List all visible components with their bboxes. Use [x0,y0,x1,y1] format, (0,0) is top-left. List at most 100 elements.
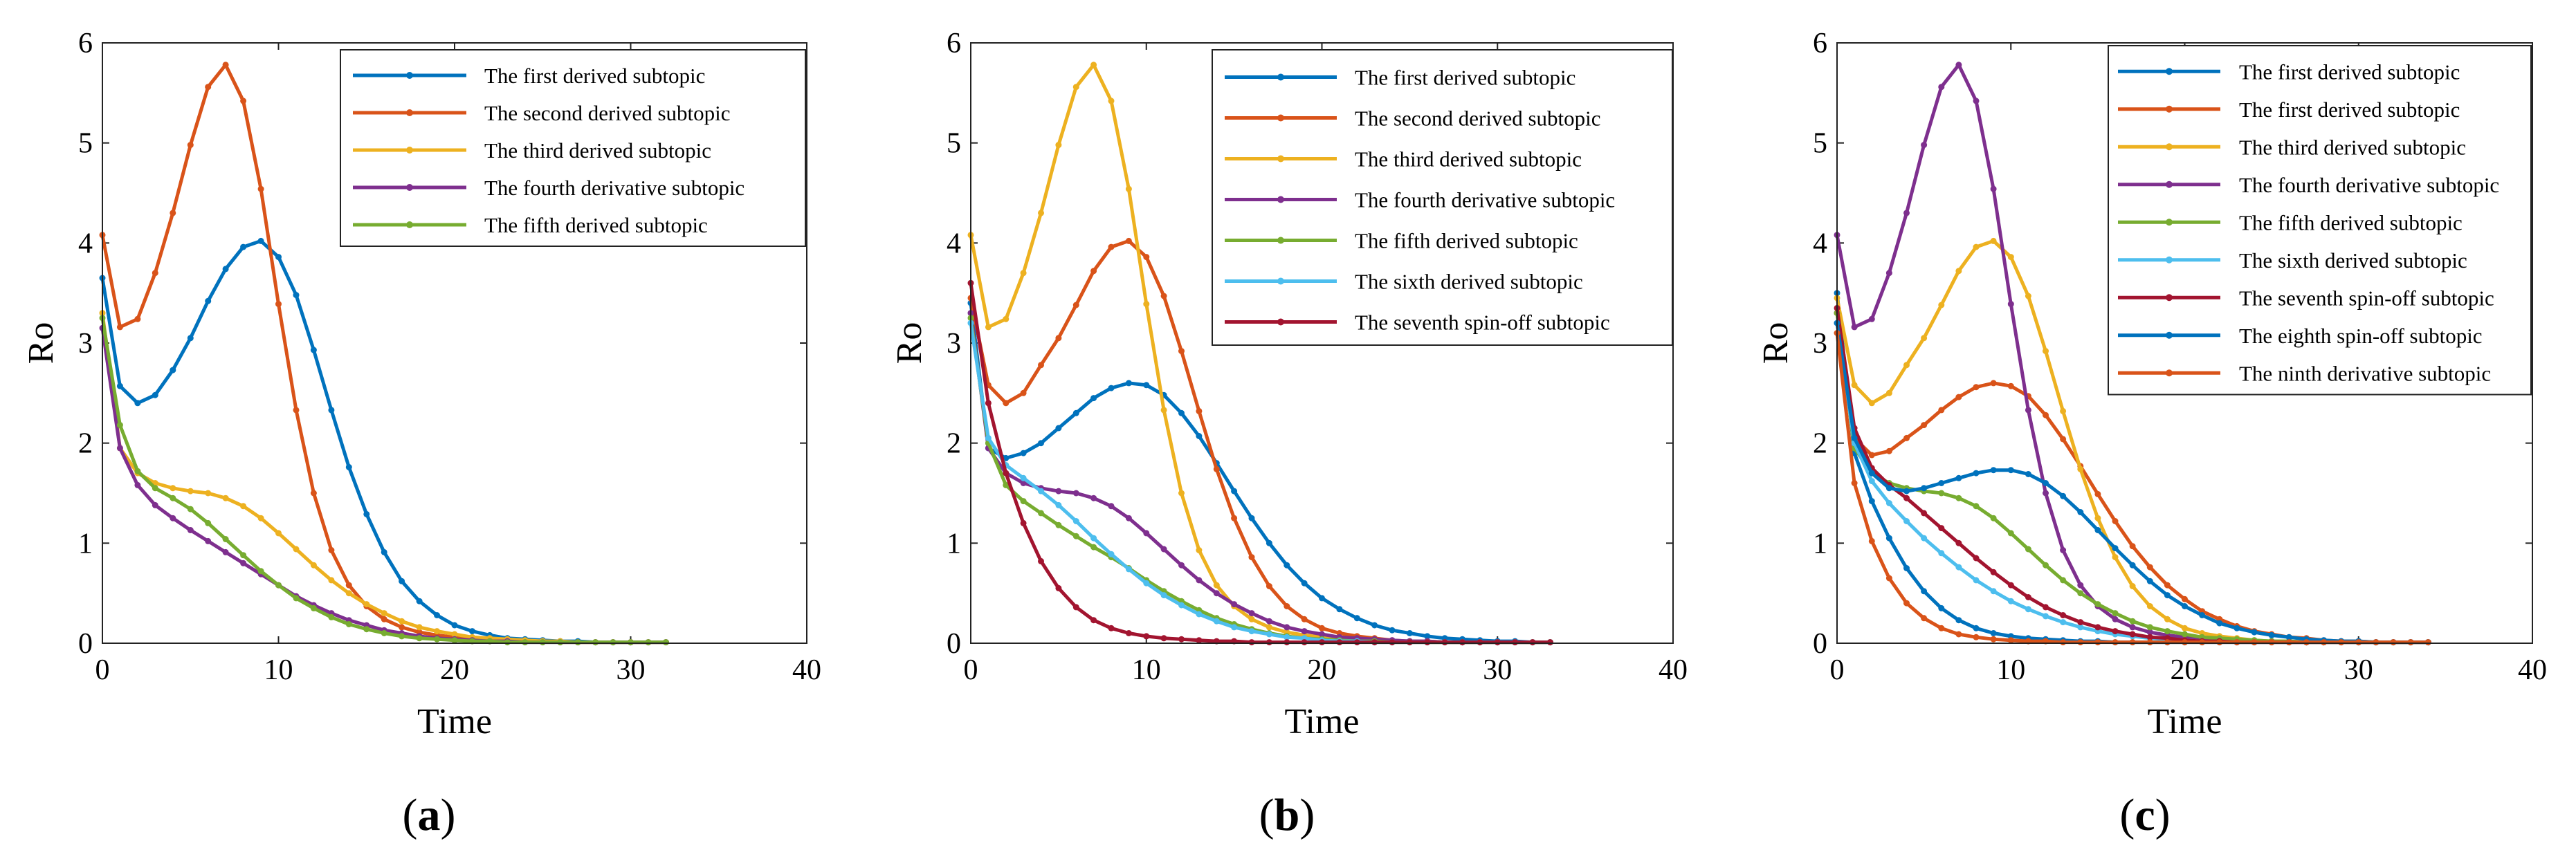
data-point [187,335,194,342]
data-point [539,639,546,646]
data-point [2007,637,2014,644]
data-point [134,315,141,322]
data-point [2146,624,2153,631]
data-point [1143,301,1150,308]
data-point [240,243,247,250]
data-point [2268,631,2275,638]
data-point [1973,470,1980,477]
data-point [1125,380,1132,387]
data-point [152,501,158,508]
x-tick-label: 40 [2518,654,2547,686]
data-point [2112,616,2119,622]
data-point [1868,498,1875,505]
data-point [1125,185,1132,192]
legend-entry-label: The fourth derivative subtopic [1355,188,1615,212]
data-point [2216,639,2223,646]
data-point [2303,639,2310,646]
data-point [1955,631,1962,638]
data-point [116,445,123,452]
legend-entry-label: The second derived subtopic [1355,107,1601,131]
data-point [222,266,229,273]
y-tick-label: 6 [947,28,961,59]
data-point [1072,490,1079,497]
data-point [1248,628,1255,635]
data-point [2043,348,2049,355]
data-point [1885,535,1892,542]
legend-entry-label: The fifth derived subtopic [2239,210,2463,234]
y-axis-label: Ro [1756,322,1796,364]
data-point [1072,302,1079,308]
y-tick-label: 6 [1813,28,1827,59]
data-point [2025,471,2031,477]
data-point [434,612,440,618]
data-point [2164,592,2171,599]
data-point [1038,362,1044,369]
y-tick-label: 0 [1813,628,1827,660]
data-point [328,613,335,620]
data-point [222,62,229,68]
data-point [1248,515,1255,521]
data-point [2060,619,2067,626]
data-point [1178,562,1185,569]
data-point [1389,639,1396,646]
data-point [1938,302,1945,308]
data-point [1213,618,1220,625]
data-point [2129,639,2136,646]
data-point [628,639,634,646]
y-tick-label: 6 [78,28,93,59]
data-point [2025,606,2031,613]
data-point [1108,551,1115,557]
legend-swatch-marker [1277,277,1284,285]
data-point [1885,389,1892,396]
data-point [1178,409,1185,416]
data-point [1903,434,1910,441]
data-point [2129,631,2136,638]
y-tick-label: 1 [78,528,93,560]
data-point [1885,270,1892,277]
y-tick-label: 4 [947,228,961,259]
data-point [1038,510,1044,517]
data-point [1038,557,1044,564]
data-point [1903,210,1910,216]
data-point [1266,639,1272,646]
data-point [2043,604,2049,611]
data-point [2234,625,2240,631]
data-point [275,301,282,308]
data-point [1160,293,1167,299]
chart-panel-c: 0 10 20 30 40 0 1 2 3 4 5 6 Time Ro The first derived … [1756,28,2547,840]
data-point [2182,625,2188,631]
data-point [1955,539,1962,546]
data-point [1336,606,1343,613]
x-tick-label: 0 [964,654,978,686]
data-point [2164,616,2171,622]
data-point [1055,335,1062,342]
data-point [2146,639,2153,646]
data-point [1868,478,1875,485]
data-point [2007,382,2014,389]
data-point [293,292,300,299]
legend-entry-label: The seventh spin-off subtopic [2239,286,2494,310]
data-point [187,506,194,512]
data-point [2060,639,2067,646]
data-point [134,468,141,474]
data-point [1055,521,1062,528]
data-point [1868,315,1875,322]
x-tick-label: 0 [95,654,110,686]
data-point [1248,639,1255,646]
data-point [1231,601,1238,608]
data-point [2129,583,2136,589]
data-point [170,210,176,216]
data-point [2077,465,2084,472]
data-point [1938,604,1945,611]
legend-entry-label: The fourth derivative subtopic [2239,173,2499,197]
x-tick-label: 40 [1659,654,1688,686]
data-point [1353,615,1360,622]
data-point [2199,612,2206,618]
data-point [451,631,458,638]
data-point [1284,639,1290,646]
data-point [1160,546,1167,553]
legend-entry-label: The fourth derivative subtopic [484,176,745,200]
data-point [1973,634,1980,640]
data-point [1494,639,1501,646]
data-point [275,582,282,589]
